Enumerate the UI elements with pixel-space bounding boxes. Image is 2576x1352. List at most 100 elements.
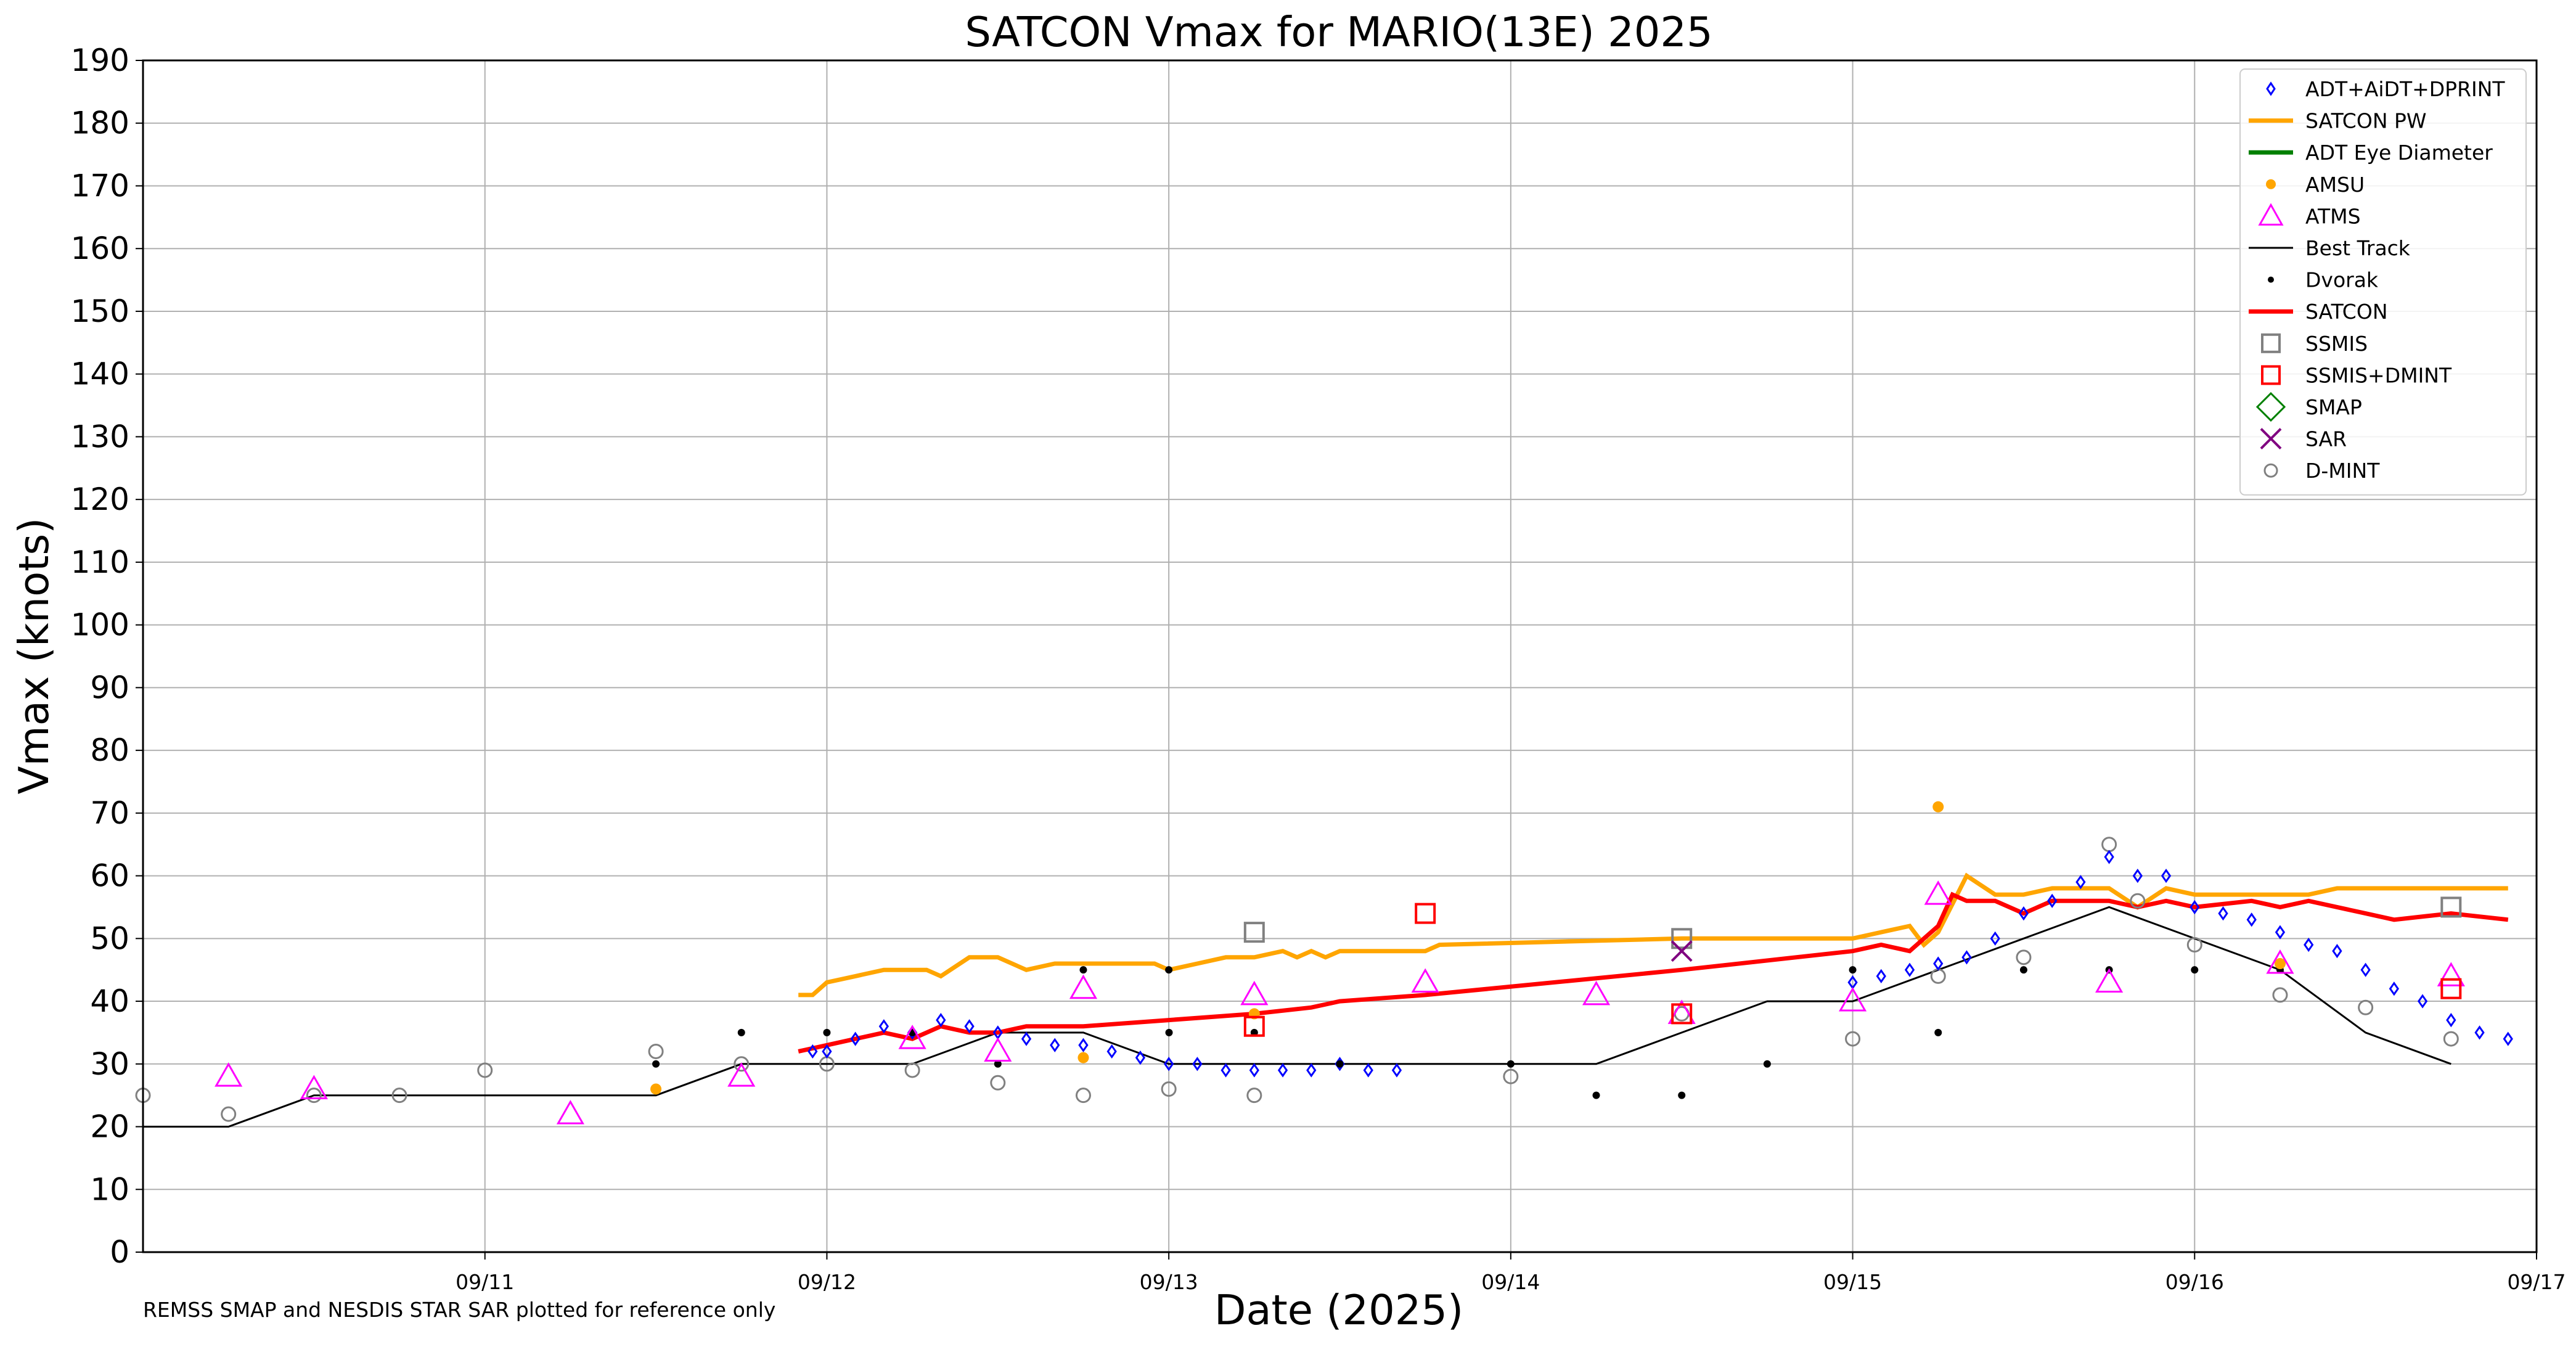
y-tick-label: 120 bbox=[71, 481, 129, 517]
legend-label-adt: ADT+AiDT+DPRINT bbox=[2305, 77, 2505, 101]
adt-point bbox=[1106, 1044, 1117, 1059]
amsu-point bbox=[1077, 1052, 1089, 1063]
legend-label-ssmis: SSMIS bbox=[2305, 332, 2368, 356]
adt-point bbox=[964, 1019, 975, 1034]
adt-point bbox=[2018, 906, 2029, 921]
ssmis-point bbox=[2440, 896, 2462, 918]
atms-point bbox=[984, 1037, 1012, 1062]
legend: ADT+AiDT+DPRINT SATCON PW ADT Eye Diameter… bbox=[2239, 68, 2527, 496]
adt-point bbox=[808, 1044, 818, 1059]
x-tick-label: 09/12 bbox=[798, 1270, 856, 1294]
x-tick-label: 09/11 bbox=[456, 1270, 514, 1294]
y-tick-label: 70 bbox=[90, 795, 129, 831]
atms-point bbox=[300, 1075, 328, 1099]
amsu-point bbox=[650, 1083, 662, 1095]
y-tick-label: 150 bbox=[71, 293, 129, 329]
legend-marker-ssmis bbox=[2261, 333, 2281, 353]
y-tick-label: 50 bbox=[90, 920, 129, 956]
satcon-pw-line bbox=[798, 872, 2508, 998]
adt-point bbox=[2104, 850, 2114, 864]
legend-marker-adt bbox=[2266, 81, 2276, 96]
dmint-point bbox=[904, 1062, 920, 1078]
atms-point bbox=[898, 1025, 926, 1049]
adt-point bbox=[2417, 994, 2428, 1009]
amsu-point bbox=[2274, 958, 2286, 970]
adt-point bbox=[2503, 1031, 2513, 1046]
dvorak-point bbox=[1934, 1028, 1942, 1036]
legend-label-best_track: Best Track bbox=[2305, 236, 2411, 260]
ssmis-point bbox=[1671, 928, 1693, 949]
adt-point bbox=[2161, 868, 2172, 883]
sar-point bbox=[1670, 940, 1693, 962]
adt-point bbox=[2446, 1012, 2456, 1028]
legend-marker-amsu bbox=[2266, 179, 2276, 189]
legend-box bbox=[2239, 68, 2527, 496]
adt-point bbox=[2190, 899, 2200, 915]
dmint-point bbox=[2272, 987, 2288, 1003]
dvorak-point bbox=[737, 1028, 745, 1036]
legend-label-ssmis_dmint: SSMIS+DMINT bbox=[2305, 363, 2452, 387]
adt-point bbox=[1192, 1057, 1203, 1071]
adt-point bbox=[2389, 981, 2399, 996]
y-tick-label: 80 bbox=[90, 732, 129, 768]
adt-point bbox=[1933, 956, 1944, 971]
adt-point bbox=[2218, 906, 2228, 921]
dvorak-point bbox=[994, 1060, 1002, 1068]
adt-point bbox=[1961, 950, 1972, 965]
y-tick-label: 90 bbox=[90, 670, 129, 705]
legend-label-amsu: AMSU bbox=[2305, 173, 2365, 197]
dmint-point bbox=[1246, 1088, 1262, 1104]
atms-point bbox=[215, 1062, 243, 1087]
dvorak-point bbox=[1507, 1060, 1515, 1068]
grid-lines bbox=[143, 60, 2537, 1253]
adt-point bbox=[850, 1031, 861, 1046]
amsu-point bbox=[1932, 801, 1944, 813]
legend-label-sar: SAR bbox=[2305, 427, 2347, 451]
satcon-line bbox=[798, 891, 2509, 1054]
plot-frame bbox=[142, 59, 2538, 1253]
atms-point bbox=[1411, 968, 1439, 993]
dmint-point bbox=[221, 1106, 237, 1122]
dmint-point bbox=[2443, 1031, 2459, 1047]
x-tick-label: 09/15 bbox=[1823, 1270, 1882, 1294]
adt-point bbox=[1249, 1063, 1259, 1078]
dvorak-point bbox=[823, 1028, 831, 1036]
adt-point bbox=[2474, 1025, 2485, 1040]
adt-point bbox=[1904, 962, 1915, 977]
y-tick-label: 20 bbox=[90, 1109, 129, 1145]
atms-point bbox=[1069, 974, 1098, 999]
y-tick-label: 190 bbox=[71, 43, 129, 78]
adt-point bbox=[1021, 1031, 1032, 1046]
adt-point bbox=[2075, 875, 2086, 890]
adt-point bbox=[2047, 893, 2058, 908]
y-tick-label: 0 bbox=[110, 1234, 129, 1270]
dvorak-point bbox=[1079, 966, 1087, 974]
adt-point bbox=[2246, 912, 2257, 927]
atms-point bbox=[1924, 880, 1952, 905]
dvorak-point bbox=[1678, 1091, 1686, 1099]
adt-point bbox=[1391, 1063, 1402, 1078]
legend-marker-dmint bbox=[2263, 463, 2278, 478]
dmint-point bbox=[734, 1056, 750, 1072]
dvorak-point bbox=[1165, 1028, 1173, 1036]
atms-point bbox=[727, 1062, 756, 1087]
legend-label-satcon: SATCON bbox=[2305, 300, 2388, 324]
legend-label-atms: ATMS bbox=[2305, 204, 2361, 228]
ssmis-point bbox=[1243, 922, 1265, 943]
adt-point bbox=[2275, 925, 2286, 940]
dvorak-point bbox=[1165, 966, 1173, 974]
dmint-point bbox=[2358, 999, 2374, 1015]
atms-point bbox=[1582, 980, 1611, 1006]
best-track-line bbox=[143, 906, 2451, 1128]
y-tick-label: 30 bbox=[90, 1046, 129, 1082]
adt-point bbox=[1876, 969, 1886, 983]
dmint-point bbox=[990, 1075, 1006, 1091]
dmint-point bbox=[306, 1088, 322, 1104]
dmint-point bbox=[2186, 936, 2202, 953]
dvorak-point bbox=[1592, 1091, 1600, 1099]
legend-marker-dvorak bbox=[2268, 276, 2274, 283]
dmint-point bbox=[1503, 1068, 1519, 1084]
y-tick-label: 130 bbox=[71, 419, 129, 454]
x-tick-label: 09/17 bbox=[2507, 1270, 2566, 1294]
